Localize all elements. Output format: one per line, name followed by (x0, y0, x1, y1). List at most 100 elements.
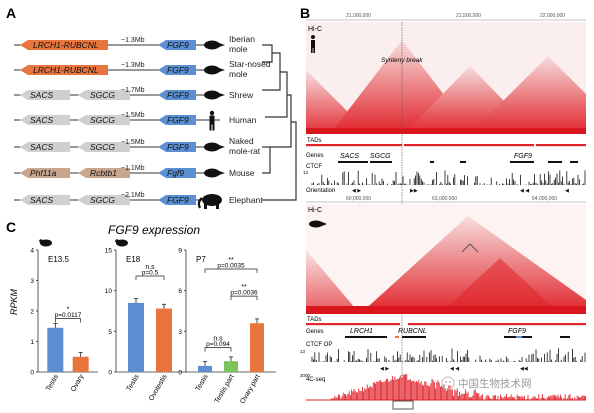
gene-arrow (20, 115, 70, 125)
gene-label: FGF9 (167, 195, 189, 205)
panel-a: A LRCH1-RUBCNL ~1.3Mb FGF9IberianmoleLRCH1… (6, 5, 297, 209)
gene-label: LRCH1-RUBCNL (33, 40, 99, 50)
tad-bar (404, 144, 534, 147)
gene-label: SACS (30, 195, 53, 205)
gene-label: SACS (30, 115, 53, 125)
hic-map-bottom (306, 204, 586, 314)
synteny-row: SACS SGCG ~1.7Mb FGF9 Shrew (14, 87, 254, 100)
tads-label: TADs (307, 317, 322, 323)
category-label: Testis (45, 373, 60, 392)
species-label: mole (229, 69, 248, 79)
category-label: Ovotestis (148, 373, 169, 402)
mouse-icon (115, 239, 128, 247)
panel-b-label: B (300, 5, 310, 21)
significance-mark: ** (228, 257, 234, 264)
gene-label: FGF9 (167, 115, 189, 125)
gene-arrow (158, 40, 196, 50)
gene-name: SACS (340, 153, 359, 160)
fourc-label: 4C-seq (306, 377, 325, 383)
y-tick-label: 1 (30, 339, 34, 346)
top-axis-tick: 22,000,000 (540, 13, 565, 19)
y-tick-label: 0 (178, 370, 182, 377)
panel-c-title: FGF9 expression (108, 223, 200, 237)
orientation-label: Orientation (306, 188, 335, 194)
viewpoint-box (392, 400, 414, 410)
bar (47, 327, 64, 372)
gene-arrow (78, 195, 130, 205)
p-value-label: p=0.0035 (217, 262, 245, 269)
significance-mark: ** (241, 284, 247, 291)
bottom-axis-tick: 64,000,000 (532, 196, 557, 202)
category-label: Ovary part (239, 373, 261, 405)
gene-arrow (158, 168, 196, 178)
y-tick-label: 0 (30, 370, 34, 377)
bar (198, 365, 212, 372)
species-label: mole-rat (229, 146, 261, 156)
bar-chart: 0 1 2 3 4 E13.5 Testis Ovary *p=0.0117 (30, 248, 98, 393)
tads-label: TADs (307, 138, 322, 144)
gene-arrow (158, 65, 196, 75)
animal-icon (204, 142, 225, 152)
gene-label: SGCG (90, 142, 115, 152)
gene-arrow (20, 40, 108, 50)
y-tick-label: 2 (30, 309, 34, 316)
bar (128, 302, 144, 372)
gene-label: Phf11a (30, 168, 57, 178)
distance-label: ~1.3Mb (121, 62, 145, 69)
p-value-label: p=0.5 (142, 270, 159, 277)
species-label: mole (229, 44, 248, 54)
category-label: Ovary (70, 373, 86, 393)
svg-text:▶▶: ▶▶ (410, 188, 418, 194)
gene-label: FGF9 (167, 65, 189, 75)
species-label: Shrew (229, 90, 254, 100)
species-label: Naked (229, 136, 254, 146)
animal-icon (204, 65, 225, 75)
mouse-icon (39, 239, 52, 247)
gene-label: Fgf9 (167, 168, 184, 178)
gene-arrow (78, 168, 130, 178)
chart-title: E18 (126, 255, 141, 264)
svg-text:◀◀: ◀◀ (520, 366, 528, 372)
ctcf-track-bottom (311, 348, 586, 362)
animal-icon (209, 110, 215, 131)
species-label: Human (229, 115, 257, 125)
svg-text:◀: ◀ (565, 188, 569, 194)
distance-label: ~1.3Mb (121, 37, 145, 44)
gene-arrow (20, 195, 70, 205)
genes-label: Genes (306, 153, 324, 159)
gene-track-top (338, 161, 578, 163)
gene-label: SACS (30, 90, 53, 100)
synteny-row: SACS SGCG ~2.1Mb FGF9 Elephant (14, 192, 263, 209)
y-tick-label: 0 (108, 370, 112, 377)
ctcf-op-label: CTCF OP (306, 342, 332, 348)
y-tick-label: 4 (30, 248, 34, 255)
ctcf-scale: 13 (303, 170, 309, 175)
gene-arrow (158, 195, 196, 205)
gene-label: FGF9 (167, 40, 189, 50)
ctcf-op-scale: 13 (300, 349, 306, 354)
gene-name: RUBCNL (398, 328, 427, 335)
y-tick-label: 3 (178, 329, 182, 336)
category-label: Testis part (214, 373, 236, 404)
distance-label: ~1.7Mb (121, 87, 145, 94)
distance-label: ~1.5Mb (121, 139, 145, 146)
chart-title: P7 (196, 255, 206, 264)
y-tick-label: 5 (108, 329, 112, 336)
y-tick-label: 10 (105, 288, 113, 295)
panel-b: B 21,000,000 21,500,000 22,000,000 Hi-C … (300, 5, 587, 410)
tad-bar (306, 144, 402, 147)
mole-icon (309, 220, 327, 228)
gene-arrow (78, 115, 130, 125)
gene-arrow (158, 115, 196, 125)
gene-arrow (20, 168, 70, 178)
gene-label: FGF9 (167, 142, 189, 152)
gene-label: LRCH1-RUBCNL (33, 65, 99, 75)
bar (72, 356, 89, 372)
phylogenetic-tree (262, 44, 297, 201)
gene-label: Rcbtb1 (90, 168, 117, 178)
top-axis-tick: 21,500,000 (456, 13, 481, 19)
y-axis-label: RPKM (9, 288, 19, 315)
